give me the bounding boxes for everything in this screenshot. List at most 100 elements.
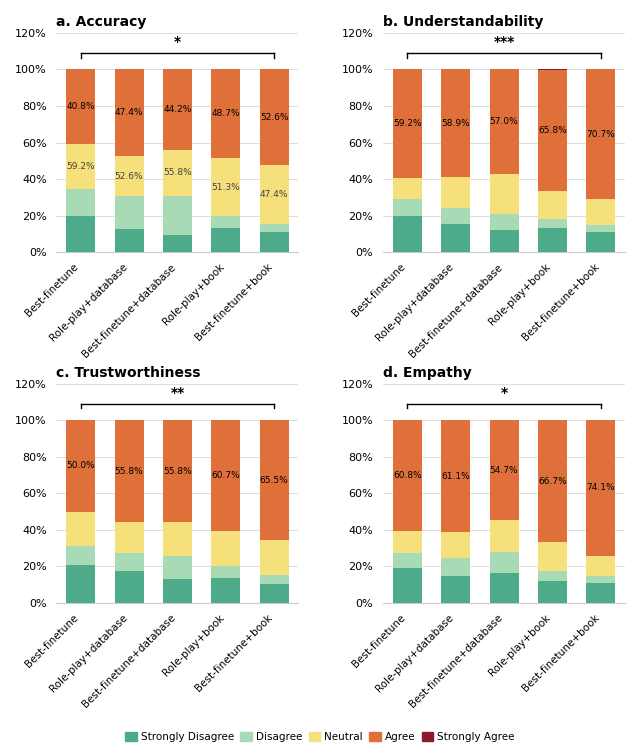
Bar bbox=[490, 69, 518, 174]
Bar bbox=[538, 421, 567, 542]
Bar bbox=[586, 575, 615, 583]
Bar bbox=[115, 571, 143, 603]
Bar bbox=[490, 174, 518, 214]
Bar bbox=[441, 421, 470, 532]
Text: *: * bbox=[500, 386, 508, 400]
Bar bbox=[260, 540, 289, 575]
Bar bbox=[586, 199, 615, 225]
Bar bbox=[115, 196, 143, 230]
Bar bbox=[441, 177, 470, 208]
Text: 48.7%: 48.7% bbox=[211, 109, 240, 119]
Text: 54.7%: 54.7% bbox=[490, 466, 518, 475]
Bar bbox=[393, 216, 422, 252]
Bar bbox=[393, 199, 422, 216]
Text: 47.4%: 47.4% bbox=[115, 108, 143, 117]
Bar bbox=[490, 421, 518, 520]
Bar bbox=[163, 69, 192, 150]
Text: 52.6%: 52.6% bbox=[260, 113, 289, 122]
Bar bbox=[260, 575, 289, 584]
Bar bbox=[538, 190, 567, 219]
Bar bbox=[115, 522, 143, 553]
Bar bbox=[115, 553, 143, 571]
Bar bbox=[260, 232, 289, 252]
Text: 61.1%: 61.1% bbox=[441, 472, 470, 481]
Bar bbox=[538, 70, 567, 190]
Legend: Strongly Disagree, Disagree, Neutral, Agree, Strongly Agree: Strongly Disagree, Disagree, Neutral, Ag… bbox=[121, 728, 519, 746]
Bar bbox=[393, 553, 422, 569]
Text: 60.7%: 60.7% bbox=[211, 471, 240, 480]
Bar bbox=[393, 421, 422, 532]
Bar bbox=[211, 69, 241, 159]
Bar bbox=[115, 156, 143, 196]
Text: 40.8%: 40.8% bbox=[67, 102, 95, 111]
Bar bbox=[393, 532, 422, 553]
Bar bbox=[490, 214, 518, 230]
Text: c. Trustworthiness: c. Trustworthiness bbox=[56, 365, 201, 380]
Text: 70.7%: 70.7% bbox=[586, 130, 615, 139]
Bar bbox=[538, 219, 567, 227]
Bar bbox=[115, 69, 143, 156]
Text: 59.2%: 59.2% bbox=[67, 162, 95, 171]
Bar bbox=[441, 558, 470, 575]
Text: 55.8%: 55.8% bbox=[163, 168, 192, 177]
Bar bbox=[586, 583, 615, 603]
Bar bbox=[260, 584, 289, 603]
Bar bbox=[211, 566, 241, 578]
Bar bbox=[211, 159, 241, 216]
Bar bbox=[490, 520, 518, 552]
Bar bbox=[163, 150, 192, 196]
Bar bbox=[586, 225, 615, 232]
Text: 58.9%: 58.9% bbox=[441, 119, 470, 128]
Text: 57.0%: 57.0% bbox=[490, 117, 518, 126]
Bar bbox=[66, 190, 95, 216]
Text: 44.2%: 44.2% bbox=[163, 106, 191, 114]
Bar bbox=[211, 578, 241, 603]
Text: 59.2%: 59.2% bbox=[393, 119, 422, 128]
Bar bbox=[538, 227, 567, 252]
Bar bbox=[586, 69, 615, 199]
Bar bbox=[490, 573, 518, 603]
Bar bbox=[260, 165, 289, 224]
Bar bbox=[66, 512, 95, 547]
Text: 60.8%: 60.8% bbox=[393, 471, 422, 480]
Bar bbox=[441, 69, 470, 177]
Bar bbox=[393, 177, 422, 199]
Text: 52.6%: 52.6% bbox=[115, 172, 143, 180]
Bar bbox=[211, 216, 241, 227]
Text: ***: *** bbox=[493, 35, 515, 49]
Text: d. Empathy: d. Empathy bbox=[383, 365, 472, 380]
Bar bbox=[393, 69, 422, 177]
Text: b. Understandability: b. Understandability bbox=[383, 15, 543, 29]
Bar bbox=[586, 556, 615, 575]
Text: 66.7%: 66.7% bbox=[538, 476, 567, 485]
Bar bbox=[66, 547, 95, 565]
Text: *: * bbox=[174, 35, 181, 49]
Text: 55.8%: 55.8% bbox=[115, 467, 143, 476]
Text: 55.8%: 55.8% bbox=[163, 467, 192, 476]
Bar bbox=[66, 421, 95, 512]
Bar bbox=[260, 224, 289, 232]
Bar bbox=[538, 542, 567, 571]
Bar bbox=[586, 232, 615, 252]
Text: 51.3%: 51.3% bbox=[211, 183, 240, 192]
Bar bbox=[441, 532, 470, 558]
Text: 65.8%: 65.8% bbox=[538, 126, 567, 135]
Text: **: ** bbox=[170, 386, 184, 400]
Bar bbox=[66, 216, 95, 252]
Bar bbox=[211, 531, 241, 566]
Bar bbox=[393, 569, 422, 603]
Bar bbox=[163, 235, 192, 252]
Bar bbox=[441, 223, 470, 252]
Bar bbox=[66, 144, 95, 190]
Bar bbox=[441, 208, 470, 223]
Text: a. Accuracy: a. Accuracy bbox=[56, 15, 147, 29]
Bar bbox=[586, 421, 615, 556]
Text: 47.4%: 47.4% bbox=[260, 190, 289, 199]
Bar bbox=[115, 421, 143, 522]
Bar bbox=[260, 69, 289, 165]
Bar bbox=[490, 552, 518, 573]
Bar bbox=[163, 556, 192, 579]
Bar bbox=[163, 421, 192, 522]
Bar bbox=[163, 579, 192, 603]
Bar bbox=[211, 421, 241, 531]
